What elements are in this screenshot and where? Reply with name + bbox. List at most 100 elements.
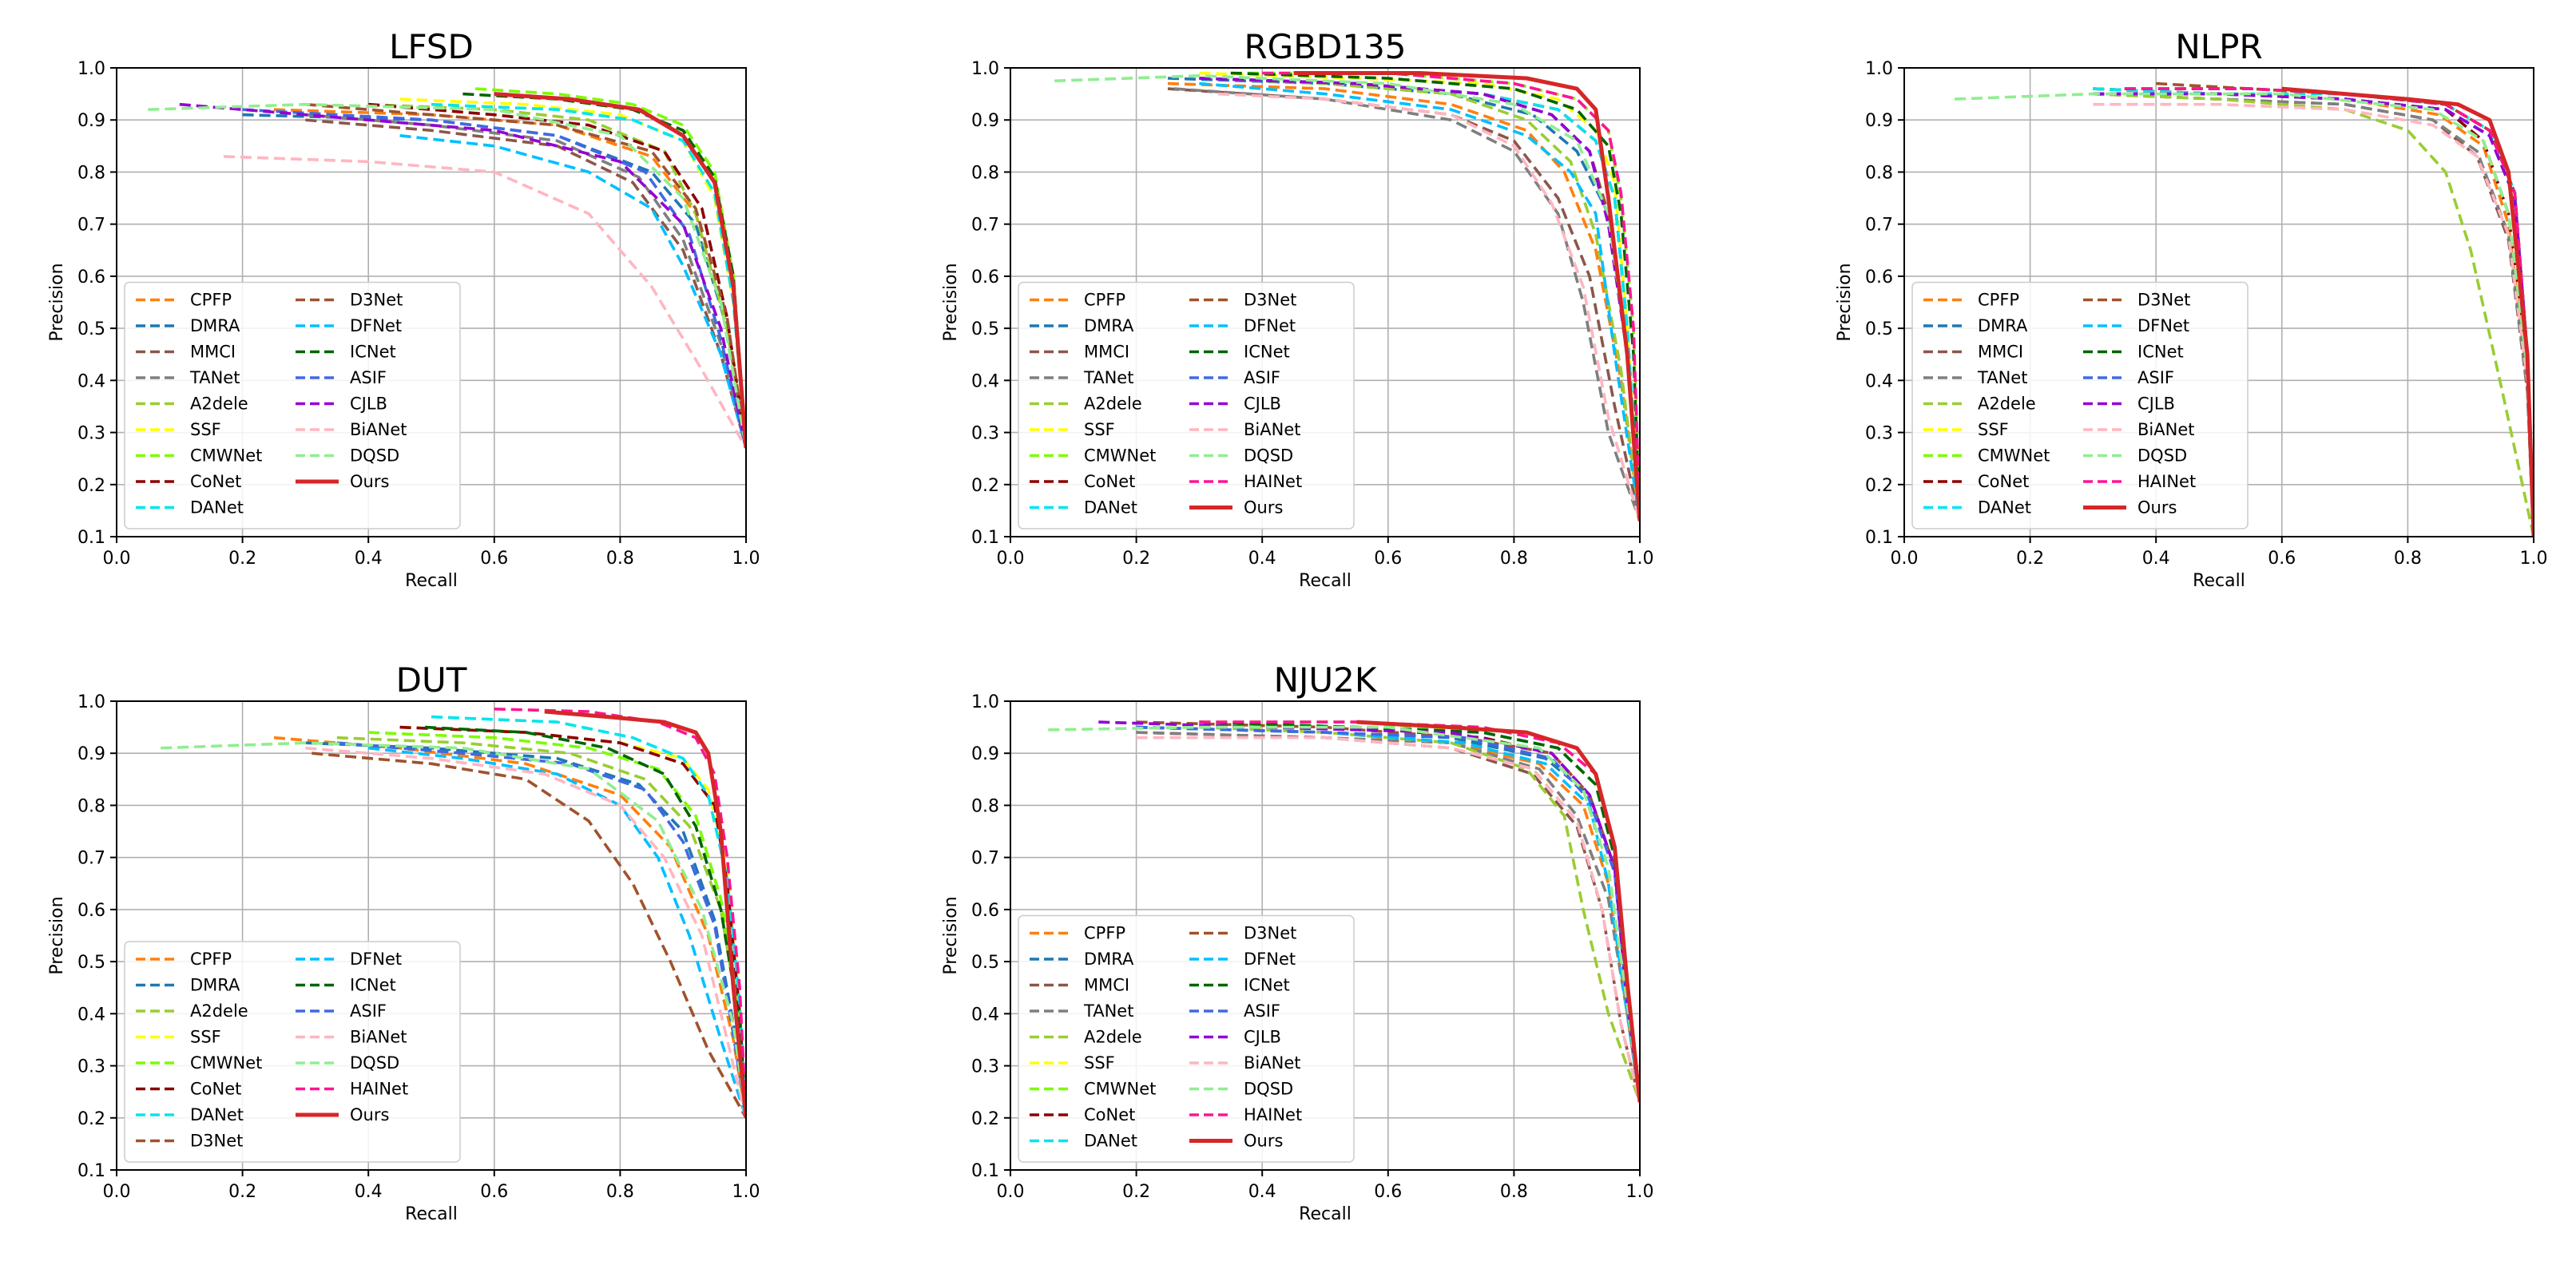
legend-label-mmci: MMCI — [1084, 343, 1129, 362]
x-tick-label: 0.2 — [1122, 549, 1150, 569]
y-tick-label: 1.0 — [971, 59, 999, 79]
series-line-bianet — [1217, 92, 1640, 521]
legend-label-cjlb: CJLB — [2137, 395, 2175, 414]
y-tick-label: 0.6 — [971, 901, 999, 921]
legend-label-cmwnet: CMWNet — [190, 446, 262, 466]
legend-label-icnet: ICNet — [350, 343, 396, 362]
y-axis-label: Precision — [941, 263, 961, 341]
series-line-cjlb — [179, 102, 746, 449]
legend-label-asif: ASIF — [2137, 368, 2174, 387]
legend-label-dqsd: DQSD — [350, 1053, 399, 1073]
curves — [1954, 81, 2534, 537]
series-line-conet — [368, 102, 746, 449]
legend-label-a2dele: A2dele — [190, 1001, 248, 1021]
series-line-d3net — [312, 751, 746, 1119]
x-tick-label: 0.6 — [1374, 549, 1402, 569]
y-tick-label: 1.0 — [1865, 59, 1893, 79]
y-tick-label: 0.8 — [971, 796, 999, 816]
plot-frame — [1010, 67, 1641, 537]
y-axis-label: Precision — [941, 896, 961, 974]
series-line-dmra — [305, 741, 746, 1119]
legend-label-tanet: TANet — [1083, 1001, 1133, 1021]
legend-label-icnet: ICNet — [1244, 343, 1290, 362]
legend-label-ssf: SSF — [1084, 1053, 1115, 1073]
y-tick-label: 0.3 — [971, 424, 999, 444]
y-tick-label: 0.4 — [77, 371, 105, 391]
x-axis-label: Recall — [1299, 571, 1352, 591]
y-tick-label: 0.5 — [77, 953, 105, 973]
legend-label-ours: Ours — [1244, 498, 1283, 518]
y-tick-label: 0.9 — [971, 744, 999, 764]
chart-nlpr: 0.0 0.2 0.4 0.6 0.8 1.0 0.1 0.2 0.3 0.4 0.5 0.6 0.7 0… — [1835, 27, 2548, 591]
legend-label-cpfp: CPFP — [1978, 291, 2019, 310]
legend-label-cmwnet: CMWNet — [1084, 1080, 1156, 1099]
chart-lfsd: 0.0 0.2 0.4 0.6 0.8 1.0 0.1 0.2 0.3 0.4 0.5 0.6 0.7 0… — [47, 27, 760, 591]
legend-label-dfnet: DFNet — [1244, 316, 1296, 335]
y-tick-label: 0.4 — [971, 1005, 999, 1025]
legend-label-cpfp: CPFP — [1084, 291, 1125, 310]
y-tick-label: 0.3 — [971, 1057, 999, 1077]
x-tick-label: 0.0 — [103, 549, 131, 569]
legend-label-ours: Ours — [350, 472, 389, 491]
legend-label-conet: CoNet — [1978, 472, 2029, 491]
series-line-a2dele — [2093, 92, 2534, 537]
legend-label-dfnet: DFNet — [2137, 316, 2189, 335]
legend-label-cmwnet: CMWNet — [1084, 446, 1156, 466]
legend-label-mmci: MMCI — [1084, 976, 1129, 995]
x-tick-label: 0.4 — [2142, 549, 2170, 569]
legend-label-ssf: SSF — [1084, 420, 1115, 439]
curves — [1048, 720, 1640, 1103]
y-tick-label: 0.3 — [1865, 424, 1893, 444]
y-axis-label: Precision — [1835, 263, 1855, 341]
legend-label-dmra: DMRA — [190, 316, 240, 335]
series-line-ssf — [1199, 71, 1640, 521]
legend-label-dfnet: DFNet — [350, 316, 402, 335]
series-line-asif — [242, 108, 746, 449]
series-line-bianet — [1136, 736, 1640, 1103]
legend-label-asif: ASIF — [350, 1001, 387, 1021]
legend-label-conet: CoNet — [190, 472, 241, 491]
series-line-bianet — [223, 155, 746, 449]
y-tick-label: 0.5 — [1865, 319, 1893, 339]
x-tick-label: 1.0 — [1626, 1182, 1654, 1202]
legend-label-tanet: TANet — [1083, 368, 1133, 387]
legend-label-mmci: MMCI — [190, 343, 236, 362]
legend-label-bianet: BiANet — [1244, 1053, 1300, 1073]
y-tick-label: 0.7 — [971, 216, 999, 236]
x-axis-label: Recall — [2193, 571, 2245, 591]
x-tick-label: 1.0 — [732, 1182, 760, 1202]
series-line-ours — [1293, 71, 1640, 521]
legend-label-cpfp: CPFP — [190, 950, 232, 969]
x-tick-label: 0.2 — [2016, 549, 2044, 569]
legend-box — [1911, 281, 2249, 529]
y-tick-label: 0.5 — [77, 319, 105, 339]
y-tick-label: 1.0 — [77, 692, 105, 712]
legend-label-conet: CoNet — [1084, 472, 1135, 491]
y-tick-label: 0.9 — [971, 111, 999, 131]
legend: CPFP DMRA MMCI TANet A2dele SSF CMWNet CoNet DAN… — [1018, 914, 1355, 1163]
x-tick-label: 0.6 — [480, 549, 508, 569]
legend-label-danet: DANet — [1084, 498, 1137, 518]
series-line-dqsd — [161, 741, 746, 1119]
legend-label-cjlb: CJLB — [1244, 1028, 1281, 1047]
series-line-hainet — [1262, 71, 1640, 521]
curves — [161, 708, 746, 1119]
y-tick-label: 0.9 — [77, 744, 105, 764]
series-line-danet — [431, 715, 746, 1118]
x-tick-label: 0.2 — [228, 1182, 256, 1202]
y-tick-label: 0.8 — [971, 163, 999, 183]
x-tick-label: 0.0 — [1891, 549, 1919, 569]
chart-title: DUT — [396, 660, 467, 700]
legend-label-a2dele: A2dele — [190, 395, 248, 414]
x-tick-label: 0.8 — [1500, 1182, 1528, 1202]
y-tick-label: 0.1 — [971, 528, 999, 548]
series-line-cpfp — [273, 736, 746, 1119]
legend-label-cmwnet: CMWNet — [1978, 446, 2050, 466]
legend-label-cpfp: CPFP — [1084, 924, 1125, 943]
y-tick-label: 0.2 — [77, 1109, 105, 1129]
legend-label-tanet: TANet — [189, 368, 240, 387]
y-tick-label: 0.6 — [1865, 268, 1893, 288]
legend-label-bianet: BiANet — [350, 420, 407, 439]
legend-label-conet: CoNet — [190, 1080, 241, 1099]
y-tick-label: 0.9 — [77, 111, 105, 131]
